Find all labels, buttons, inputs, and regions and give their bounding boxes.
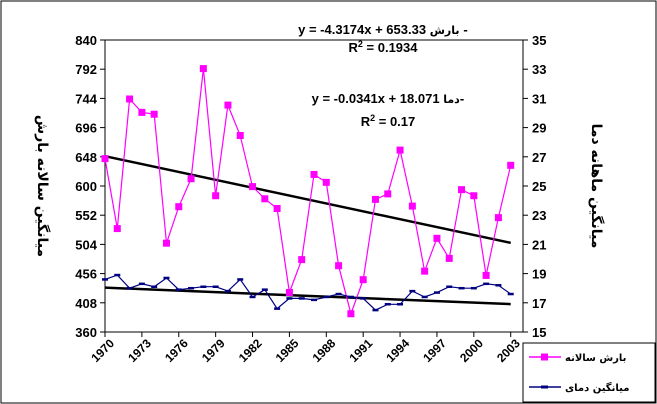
left-tick-label: 360 <box>75 325 97 340</box>
x-tick-label: 2003 <box>494 336 523 365</box>
x-tick-label: 1976 <box>162 336 191 365</box>
right-tick-label: 31 <box>532 91 546 106</box>
right-tick-label: 29 <box>532 121 546 136</box>
series-point-1 <box>224 101 232 109</box>
series-point-1 <box>347 310 355 318</box>
series-point-1 <box>507 161 515 169</box>
series-point-1 <box>433 234 441 242</box>
series-point-1 <box>236 132 244 140</box>
x-tick-label: 1988 <box>310 336 339 365</box>
series-point-1 <box>482 271 490 279</box>
left-tick-label: 792 <box>75 62 97 77</box>
legend-box <box>522 342 656 403</box>
left-tick-label: 456 <box>75 267 97 282</box>
right-tick-label: 27 <box>532 150 546 165</box>
series-point-1 <box>421 267 429 275</box>
series-point-1 <box>335 262 343 270</box>
x-tick-label: 1970 <box>88 336 117 365</box>
right-tick-label: 21 <box>532 237 546 252</box>
right-tick-label: 25 <box>532 179 546 194</box>
x-tick-label: 1997 <box>420 336 449 365</box>
right-tick-label: 33 <box>532 62 546 77</box>
series-point-1 <box>384 190 392 198</box>
left-tick-label: 552 <box>75 208 97 223</box>
series-point-1 <box>113 225 121 233</box>
right-tick-label: 23 <box>532 208 546 223</box>
series-point-1 <box>359 276 367 284</box>
series-point-1 <box>126 95 134 103</box>
series-point-1 <box>445 254 453 262</box>
x-tick-label: 1982 <box>236 336 265 365</box>
left-tick-label: 600 <box>75 179 97 194</box>
x-tick-label: 1985 <box>273 336 302 365</box>
series-point-1 <box>150 110 158 118</box>
legend-label: میانگین دمای <box>565 381 629 394</box>
temp-trend-equation: y = -0.0341x + 18.071 دما- <box>312 91 465 106</box>
series-point-1 <box>162 239 170 247</box>
x-tick-label: 2000 <box>457 336 486 365</box>
left-tick-label: 744 <box>75 91 97 106</box>
legend-label: بارش سالانه <box>565 353 626 364</box>
series-point-1 <box>199 65 207 73</box>
series-point-1 <box>371 195 379 203</box>
right-tick-label: 35 <box>532 33 546 48</box>
series-point-1 <box>261 195 269 203</box>
series-point-1 <box>273 205 281 213</box>
series-point-1 <box>101 155 109 163</box>
y-left-axis-label: میانگین سالانه بارش <box>34 115 51 257</box>
series-point-1 <box>175 203 183 211</box>
left-tick-label: 696 <box>75 121 97 136</box>
trendline <box>104 286 511 306</box>
right-tick-label: 17 <box>532 296 546 311</box>
series-point-1 <box>187 175 195 183</box>
x-tick-label: 1991 <box>347 336 376 365</box>
x-tick-label: 1973 <box>125 336 154 365</box>
series-point-1 <box>310 170 318 178</box>
x-tick-label: 1979 <box>199 336 228 365</box>
series-point-1 <box>249 183 257 191</box>
series-point-1 <box>458 186 466 194</box>
left-tick-label: 648 <box>75 150 97 165</box>
series-line-1 <box>104 68 512 316</box>
left-tick-label: 504 <box>75 237 97 252</box>
left-tick-label: 840 <box>75 33 97 48</box>
trendline <box>104 154 511 245</box>
x-tick-label: 1994 <box>383 336 412 365</box>
series-point-1 <box>322 178 330 186</box>
right-tick-label: 19 <box>532 267 546 282</box>
series-point-1 <box>138 108 146 116</box>
y-right-axis-label: میانگین ماهانه دما <box>588 124 605 249</box>
rain-trend-equation: y = -4.3174x + 653.33 بارش - <box>298 22 468 37</box>
left-tick-label: 408 <box>75 296 97 311</box>
series-point-1 <box>470 192 478 200</box>
series-point-1 <box>298 256 306 264</box>
series-point-1 <box>285 288 293 296</box>
series-line-2 <box>104 274 512 311</box>
rain-trend-r2: R2 = 0.1934 <box>349 39 419 55</box>
legend-swatch-marker <box>541 353 548 361</box>
temp-trend-r2: R2 = 0.17 <box>361 113 416 129</box>
series-point-1 <box>212 192 220 200</box>
series-point-1 <box>408 202 416 210</box>
series-point-1 <box>396 146 404 154</box>
right-tick-label: 15 <box>532 325 546 340</box>
series-point-1 <box>494 214 502 222</box>
